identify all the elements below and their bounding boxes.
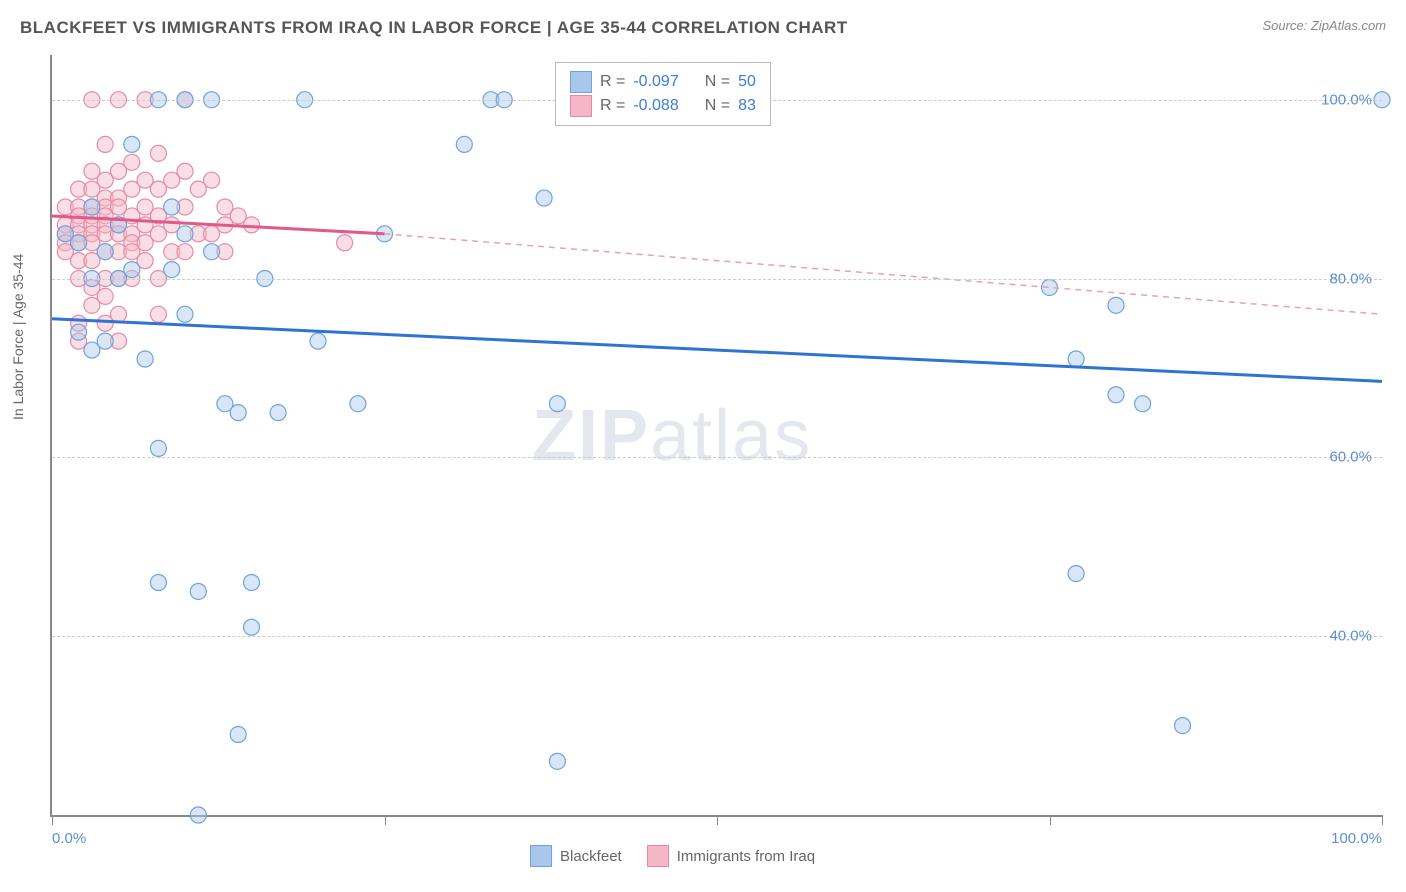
data-point <box>177 163 193 179</box>
data-point <box>204 244 220 260</box>
legend-n-value: 83 <box>738 97 756 115</box>
x-tick <box>52 815 53 825</box>
data-point <box>97 244 113 260</box>
data-point <box>244 575 260 591</box>
legend-row: R = -0.088 N = 83 <box>570 95 756 117</box>
data-point <box>456 136 472 152</box>
data-point <box>1108 297 1124 313</box>
data-point <box>244 619 260 635</box>
legend-n-label: N = <box>705 97 730 115</box>
legend-r-value: -0.088 <box>633 97 678 115</box>
data-point <box>1068 566 1084 582</box>
x-tick-label: 0.0% <box>52 830 86 847</box>
legend-item: Blackfeet <box>530 845 622 867</box>
data-point <box>190 583 206 599</box>
gridline <box>52 279 1382 280</box>
data-point <box>1068 351 1084 367</box>
legend-r-label: R = <box>600 73 625 91</box>
legend-series-name: Blackfeet <box>560 848 622 865</box>
x-tick <box>717 815 718 825</box>
y-tick-label: 40.0% <box>1329 628 1372 645</box>
data-point <box>164 262 180 278</box>
gridline <box>52 457 1382 458</box>
data-point <box>230 727 246 743</box>
plot-area: ZIPatlas 40.0%60.0%80.0%100.0%0.0%100.0% <box>50 55 1382 817</box>
data-point <box>124 154 140 170</box>
data-point <box>1135 396 1151 412</box>
data-point <box>150 440 166 456</box>
chart-title: BLACKFEET VS IMMIGRANTS FROM IRAQ IN LAB… <box>20 18 848 37</box>
data-point <box>536 190 552 206</box>
x-tick-label: 100.0% <box>1331 830 1382 847</box>
data-point <box>150 306 166 322</box>
legend-swatch <box>570 71 592 93</box>
legend-n-label: N = <box>705 73 730 91</box>
series-legend: Blackfeet Immigrants from Iraq <box>530 845 815 867</box>
data-point <box>164 199 180 215</box>
data-point <box>1175 718 1191 734</box>
legend-swatch <box>570 95 592 117</box>
data-point <box>84 199 100 215</box>
data-point <box>150 145 166 161</box>
legend-r-value: -0.097 <box>633 73 678 91</box>
trend-line <box>52 319 1382 382</box>
chart-header: BLACKFEET VS IMMIGRANTS FROM IRAQ IN LAB… <box>20 18 1386 46</box>
data-point <box>124 262 140 278</box>
data-point <box>71 235 87 251</box>
trend-line <box>385 234 1383 314</box>
data-point <box>71 324 87 340</box>
data-point <box>190 807 206 823</box>
legend-item: Immigrants from Iraq <box>647 845 815 867</box>
data-point <box>177 306 193 322</box>
x-tick <box>385 815 386 825</box>
data-point <box>97 136 113 152</box>
data-point <box>1108 387 1124 403</box>
x-tick <box>1050 815 1051 825</box>
data-point <box>150 575 166 591</box>
data-point <box>270 405 286 421</box>
data-point <box>111 306 127 322</box>
data-point <box>177 244 193 260</box>
legend-swatch <box>530 845 552 867</box>
data-point <box>549 396 565 412</box>
legend-swatch <box>647 845 669 867</box>
source-label: Source: ZipAtlas.com <box>1262 18 1386 33</box>
data-point <box>204 172 220 188</box>
data-point <box>310 333 326 349</box>
data-point <box>350 396 366 412</box>
scatter-svg <box>52 55 1382 815</box>
y-tick-label: 60.0% <box>1329 449 1372 466</box>
data-point <box>124 136 140 152</box>
y-tick-label: 80.0% <box>1329 270 1372 287</box>
data-point <box>97 333 113 349</box>
gridline <box>52 636 1382 637</box>
y-axis-label: In Labor Force | Age 35-44 <box>10 254 26 420</box>
legend-n-value: 50 <box>738 73 756 91</box>
x-tick <box>1382 815 1383 825</box>
legend-r-label: R = <box>600 97 625 115</box>
legend-series-name: Immigrants from Iraq <box>677 848 815 865</box>
correlation-legend: R = -0.097 N = 50 R = -0.088 N = 83 <box>555 62 771 126</box>
data-point <box>97 288 113 304</box>
y-tick-label: 100.0% <box>1321 91 1372 108</box>
data-point <box>549 753 565 769</box>
data-point <box>177 226 193 242</box>
data-point <box>230 405 246 421</box>
legend-row: R = -0.097 N = 50 <box>570 71 756 93</box>
data-point <box>137 351 153 367</box>
data-point <box>337 235 353 251</box>
